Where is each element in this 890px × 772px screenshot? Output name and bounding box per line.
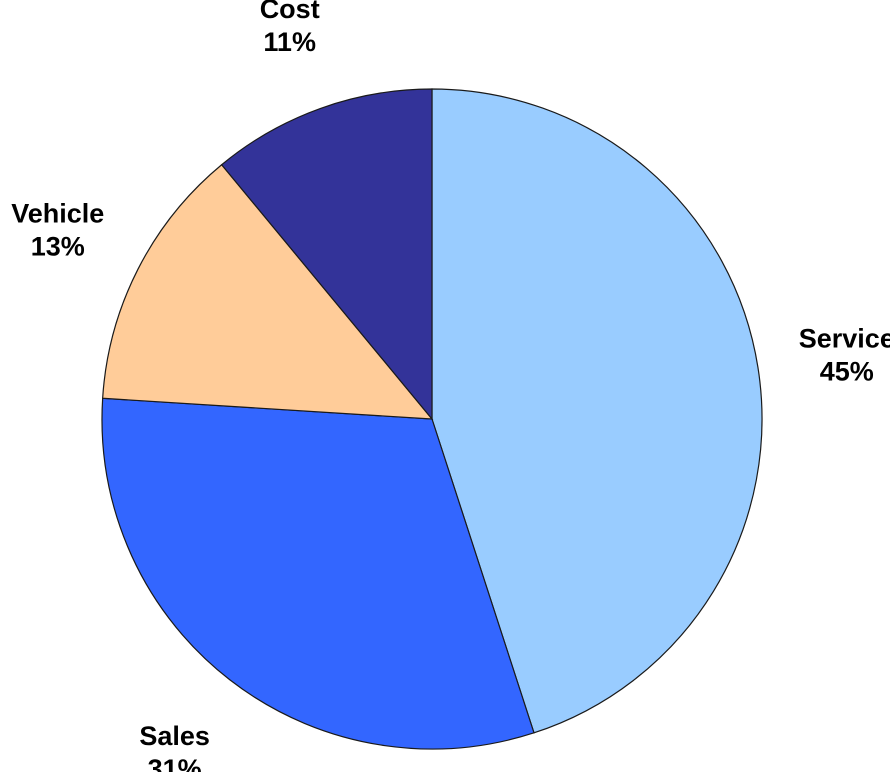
slice-label-name: Cost [260, 0, 320, 24]
slice-label-percent: 45% [820, 356, 874, 386]
slice-label-service: Service 45% [799, 323, 890, 386]
slice-label-name: Vehicle [11, 198, 104, 228]
slice-label-name: Sales [139, 721, 210, 751]
slice-label-percent: 13% [31, 231, 85, 261]
slice-label-percent: 11% [263, 27, 316, 57]
slice-label-sales: Sales 31% [139, 721, 210, 772]
slice-label-cost: Cost 11% [260, 0, 320, 57]
slice-label-vehicle: Vehicle 13% [11, 198, 104, 261]
pie-slices [102, 89, 762, 749]
slice-label-percent: 31% [148, 754, 202, 772]
slice-label-name: Service [799, 323, 890, 353]
